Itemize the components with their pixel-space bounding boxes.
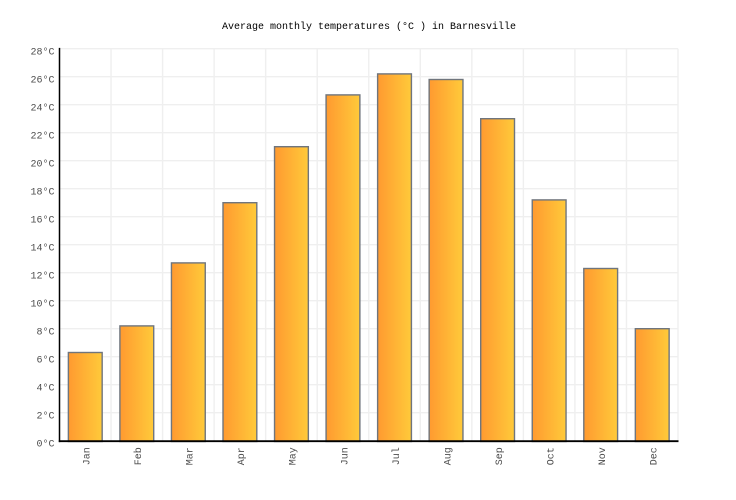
svg-text:Feb: Feb xyxy=(133,447,145,465)
svg-text:22°C: 22°C xyxy=(30,130,54,142)
svg-text:28°C: 28°C xyxy=(30,46,54,58)
svg-text:14°C: 14°C xyxy=(30,242,54,254)
svg-text:4°C: 4°C xyxy=(36,382,54,394)
svg-text:Oct: Oct xyxy=(546,447,557,465)
svg-text:12°C: 12°C xyxy=(30,270,54,282)
svg-text:10°C: 10°C xyxy=(30,298,54,310)
svg-text:May: May xyxy=(289,447,300,465)
svg-text:Average monthly temperatures (: Average monthly temperatures (°C ) in Ba… xyxy=(222,21,516,33)
svg-text:Nov: Nov xyxy=(598,447,609,465)
svg-text:6°C: 6°C xyxy=(36,354,54,366)
svg-text:Mar: Mar xyxy=(186,447,197,465)
svg-text:26°C: 26°C xyxy=(30,74,54,86)
svg-text:20°C: 20°C xyxy=(30,158,54,170)
svg-text:Jun: Jun xyxy=(340,447,351,465)
svg-text:Apr: Apr xyxy=(237,447,248,465)
svg-text:16°C: 16°C xyxy=(30,214,54,226)
svg-text:24°C: 24°C xyxy=(30,102,54,114)
svg-text:Sep: Sep xyxy=(495,447,506,465)
svg-text:Jul: Jul xyxy=(391,447,403,465)
svg-text:Aug: Aug xyxy=(443,447,454,465)
svg-text:Jan: Jan xyxy=(83,447,94,465)
svg-text:8°C: 8°C xyxy=(36,326,54,338)
svg-text:Dec: Dec xyxy=(650,447,661,465)
svg-text:0°C: 0°C xyxy=(36,438,54,450)
svg-text:2°C: 2°C xyxy=(36,410,54,422)
svg-text:18°C: 18°C xyxy=(30,186,54,198)
